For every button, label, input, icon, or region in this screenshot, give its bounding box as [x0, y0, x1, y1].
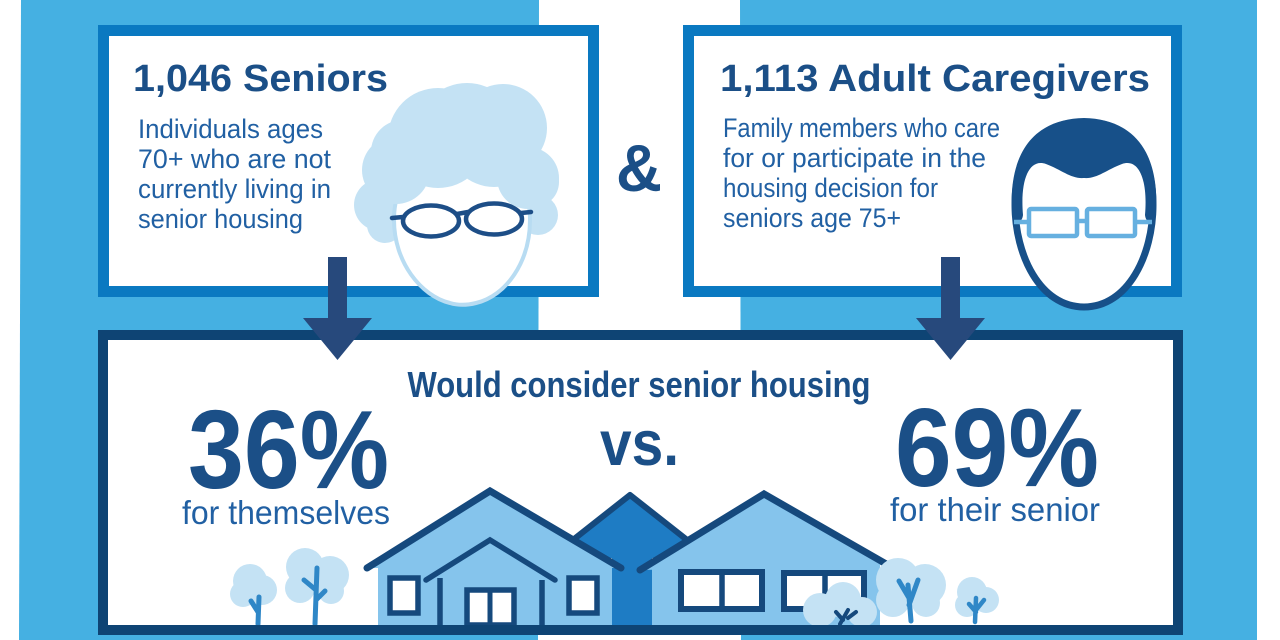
svg-text:for or participate in the: for or participate in the: [723, 143, 986, 173]
svg-text:Individuals ages: Individuals ages: [138, 114, 323, 144]
svg-text:Would consider senior housing: Would consider senior housing: [408, 364, 871, 405]
svg-text:69%: 69%: [895, 386, 1099, 510]
svg-text:36%: 36%: [188, 388, 389, 512]
svg-text:currently living in: currently living in: [138, 174, 331, 204]
svg-text:for themselves: for themselves: [182, 494, 390, 531]
svg-text:senior housing: senior housing: [138, 204, 303, 234]
svg-text:vs.: vs.: [600, 409, 679, 479]
svg-text:&: &: [616, 131, 662, 205]
svg-text:seniors age 75+: seniors age 75+: [723, 203, 901, 233]
svg-text:for their senior: for their senior: [890, 491, 1100, 528]
svg-text:70+ who are not: 70+ who are not: [138, 144, 331, 174]
svg-text:1,113 Adult Caregivers: 1,113 Adult Caregivers: [720, 58, 1150, 100]
svg-text:1,046 Seniors: 1,046 Seniors: [133, 58, 388, 100]
svg-text:Family members who care: Family members who care: [723, 113, 1000, 143]
svg-text:housing decision for: housing decision for: [723, 173, 938, 203]
